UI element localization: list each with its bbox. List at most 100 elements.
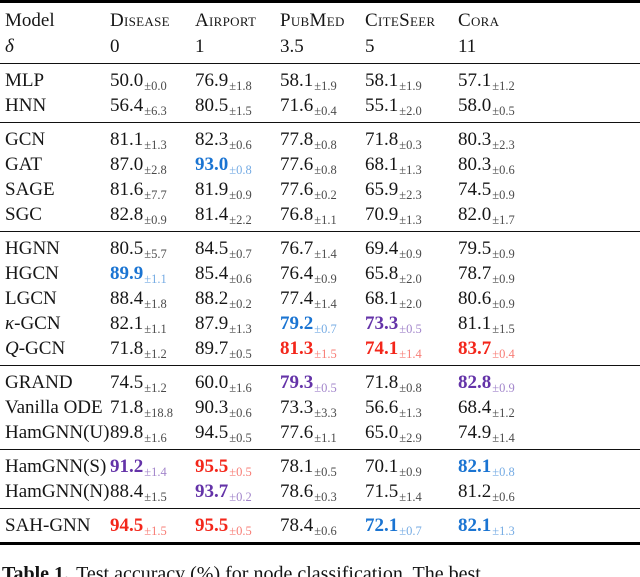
dataset-header-citeseer: CiteSeer <box>365 10 436 31</box>
accuracy-value: 56.4 <box>110 95 144 116</box>
accuracy-value: 94.5 <box>195 422 229 443</box>
accuracy-cell: 71.5±1.4 <box>365 479 458 509</box>
std-dev-value: ±0.5 <box>229 431 252 445</box>
accuracy-cell: 82.1±0.8 <box>458 450 640 480</box>
accuracy-cell: 82.8±0.9 <box>110 202 195 232</box>
accuracy-value: 78.7 <box>458 263 492 284</box>
accuracy-cell: 79.3±0.5 <box>280 366 365 396</box>
accuracy-value: 89.7 <box>195 338 229 359</box>
accuracy-cell: 56.6±1.3 <box>365 395 458 420</box>
accuracy-value: 74.9 <box>458 422 492 443</box>
std-dev-value: ±1.8 <box>229 79 252 93</box>
accuracy-cell: 81.2±0.6 <box>458 479 640 509</box>
accuracy-value: 85.4 <box>195 263 229 284</box>
accuracy-cell: 87.9±1.3 <box>195 311 280 336</box>
model-name: GAT <box>5 154 42 175</box>
std-dev-value: ±0.7 <box>399 524 422 538</box>
std-dev-value: ±0.8 <box>399 381 422 395</box>
model-group: HamGNN(S) 91.2±1.4 95.5±0.5 78.1±0.5 70.1±0.… <box>0 449 640 509</box>
std-dev-value: ±2.0 <box>399 104 422 118</box>
std-dev-value: ±1.1 <box>314 431 337 445</box>
std-dev-value: ±0.9 <box>144 213 167 227</box>
accuracy-cell: 93.0±0.8 <box>195 152 280 177</box>
dataset-header-disease: Disease <box>110 10 170 31</box>
accuracy-cell: 79.5±0.9 <box>458 232 640 262</box>
std-dev-value: ±0.5 <box>399 322 422 336</box>
accuracy-value: 80.3 <box>458 154 492 175</box>
accuracy-cell: 88.4±1.8 <box>110 286 195 311</box>
accuracy-cell: 80.5±5.7 <box>110 232 195 262</box>
std-dev-value: ±1.3 <box>492 524 515 538</box>
accuracy-cell: 89.7±0.5 <box>195 336 280 366</box>
std-dev-value: ±2.3 <box>492 138 515 152</box>
accuracy-cell: 65.8±2.0 <box>365 261 458 286</box>
accuracy-value: 81.1 <box>458 313 492 334</box>
std-dev-value: ±0.9 <box>399 247 422 261</box>
accuracy-value: 93.0 <box>195 154 229 175</box>
std-dev-value: ±1.3 <box>399 213 422 227</box>
accuracy-value: 95.5 <box>195 515 229 536</box>
dataset-header-row: Model Disease Airport PubMed CiteSeer Cora <box>0 2 640 35</box>
accuracy-cell: 94.5±0.5 <box>195 420 280 450</box>
accuracy-value: 88.2 <box>195 288 229 309</box>
accuracy-value: 81.2 <box>458 481 492 502</box>
accuracy-value: 78.6 <box>280 481 314 502</box>
accuracy-cell: 88.2±0.2 <box>195 286 280 311</box>
accuracy-cell: 57.1±1.2 <box>458 64 640 94</box>
model-name: HGCN <box>5 263 59 284</box>
std-dev-value: ±0.9 <box>492 297 515 311</box>
std-dev-value: ±1.4 <box>314 297 337 311</box>
model-name: SAGE <box>5 179 55 200</box>
accuracy-cell: 79.2±0.7 <box>280 311 365 336</box>
table-header: Model Disease Airport PubMed CiteSeer Cora δ… <box>0 2 640 64</box>
model-name: SAH-GNN <box>5 515 91 536</box>
accuracy-value: 69.4 <box>365 238 399 259</box>
accuracy-value: 77.4 <box>280 288 314 309</box>
accuracy-cell: 93.7±0.2 <box>195 479 280 509</box>
accuracy-cell: 80.3±0.6 <box>458 152 640 177</box>
accuracy-value: 74.5 <box>458 179 492 200</box>
accuracy-value: 90.3 <box>195 397 229 418</box>
accuracy-cell: 94.5±1.5 <box>110 509 195 544</box>
table-row: HNN 56.4±6.3 80.5±1.5 71.6±0.4 55.1±2.0 58.0±… <box>0 93 640 123</box>
accuracy-cell: 82.0±1.7 <box>458 202 640 232</box>
std-dev-value: ±1.3 <box>399 163 422 177</box>
table-row: SGC 82.8±0.9 81.4±2.2 76.8±1.1 70.9±1.3 82.0±… <box>0 202 640 232</box>
accuracy-value: 76.9 <box>195 70 229 91</box>
accuracy-cell: 58.1±1.9 <box>280 64 365 94</box>
accuracy-cell: 82.1±1.3 <box>458 509 640 544</box>
std-dev-value: ±0.5 <box>229 524 252 538</box>
accuracy-cell: 50.0±0.0 <box>110 64 195 94</box>
model-group: SAH-GNN 94.5±1.5 95.5±0.5 78.4±0.6 72.1±0.7 8… <box>0 508 640 544</box>
table-row: HamGNN(N) 88.4±1.5 93.7±0.2 78.6±0.3 71.5±1.… <box>0 479 640 509</box>
delta-value-airport: 1 <box>195 36 205 57</box>
std-dev-value: ±1.1 <box>144 322 167 336</box>
std-dev-value: ±1.8 <box>144 297 167 311</box>
std-dev-value: ±1.5 <box>314 347 337 361</box>
std-dev-value: ±1.1 <box>314 213 337 227</box>
table-row: GCN 81.1±1.3 82.3±0.6 77.8±0.8 71.8±0.3 80.3±… <box>0 123 640 153</box>
accuracy-value: 72.1 <box>365 515 399 536</box>
std-dev-value: ±1.5 <box>229 104 252 118</box>
table-row: Vanilla ODE 71.8±18.8 90.3±0.6 73.3±3.3 56.6… <box>0 395 640 420</box>
std-dev-value: ±1.4 <box>492 431 515 445</box>
std-dev-value: ±0.9 <box>399 465 422 479</box>
accuracy-value: 81.6 <box>110 179 144 200</box>
std-dev-value: ±1.3 <box>399 406 422 420</box>
accuracy-value: 57.1 <box>458 70 492 91</box>
accuracy-value: 89.9 <box>110 263 144 284</box>
model-name: SGC <box>5 204 42 225</box>
std-dev-value: ±1.5 <box>144 524 167 538</box>
std-dev-value: ±0.6 <box>229 272 252 286</box>
accuracy-value: 71.8 <box>365 129 399 150</box>
accuracy-cell: 71.8±0.3 <box>365 123 458 153</box>
accuracy-value: 70.1 <box>365 456 399 477</box>
accuracy-value: 81.3 <box>280 338 314 359</box>
accuracy-value: 65.8 <box>365 263 399 284</box>
std-dev-value: ±1.4 <box>399 347 422 361</box>
std-dev-value: ±0.8 <box>492 465 515 479</box>
accuracy-value: 77.6 <box>280 154 314 175</box>
accuracy-cell: 91.2±1.4 <box>110 450 195 480</box>
accuracy-value: 93.7 <box>195 481 229 502</box>
